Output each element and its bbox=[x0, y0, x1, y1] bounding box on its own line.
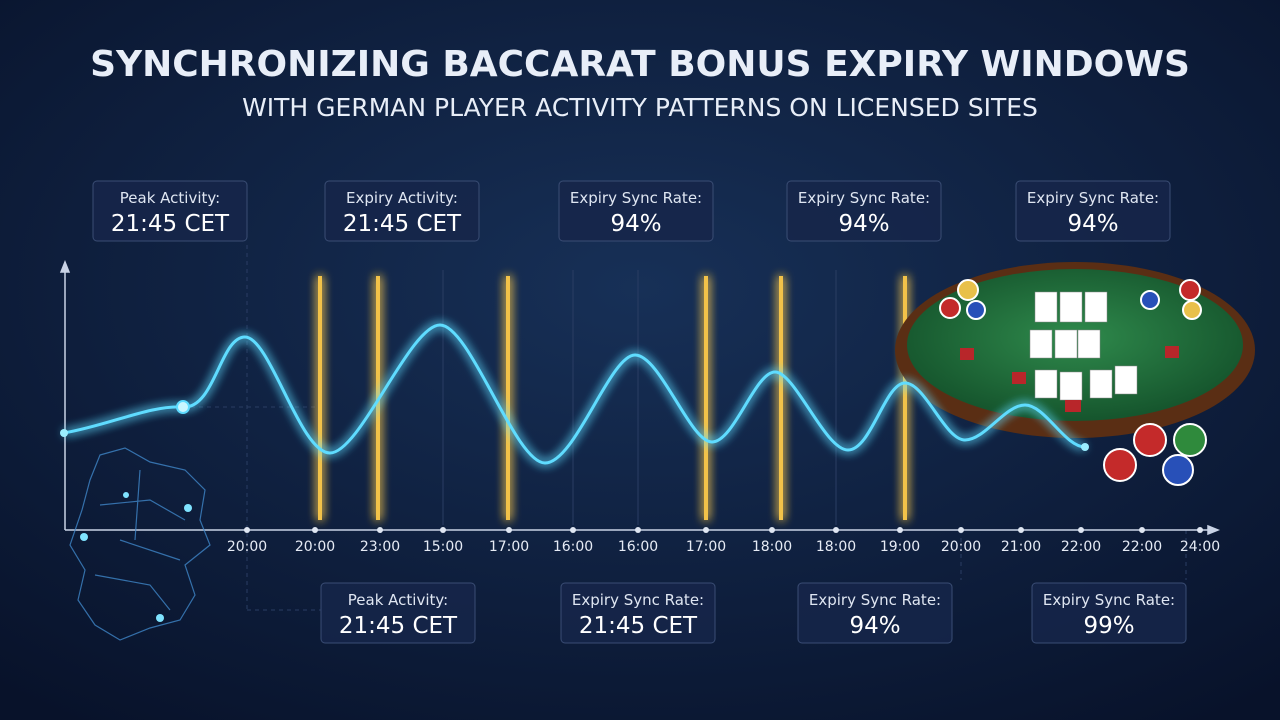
callout-value: 94% bbox=[610, 211, 661, 237]
callout-value: 94% bbox=[838, 211, 889, 237]
tick-dot bbox=[1018, 527, 1024, 533]
map-dots bbox=[80, 492, 192, 622]
callout-box bbox=[786, 180, 942, 242]
tick-dot bbox=[769, 527, 775, 533]
x-tick-label: 16:00 bbox=[618, 539, 658, 555]
tick-dot bbox=[377, 527, 383, 533]
x-tick-label: 23:00 bbox=[360, 539, 400, 555]
callout-box bbox=[797, 582, 953, 644]
callout-label: Expiry Sync Rate: bbox=[809, 591, 941, 609]
callout-box bbox=[560, 582, 716, 644]
callout-value: 94% bbox=[849, 613, 900, 639]
germany-map bbox=[69, 447, 211, 641]
callout-label: Peak Activity: bbox=[348, 591, 448, 609]
callout-value: 21:45 CET bbox=[111, 211, 230, 237]
callout-value: 21:45 CET bbox=[339, 613, 458, 639]
callout-box bbox=[320, 582, 476, 644]
x-tick-label: 17:00 bbox=[489, 539, 529, 555]
tick-dot bbox=[703, 527, 709, 533]
x-tick-label: 18:00 bbox=[816, 539, 856, 555]
x-tick-label: 16:00 bbox=[553, 539, 593, 555]
x-tick-label: 21:00 bbox=[1001, 539, 1041, 555]
callout-box bbox=[92, 180, 248, 242]
tick-dot bbox=[506, 527, 512, 533]
wave-point bbox=[176, 400, 190, 414]
callout-value: 94% bbox=[1067, 211, 1118, 237]
callouts: Peak Activity: 21:45 CET Expiry Activity: 2… bbox=[92, 180, 1187, 644]
title: SYNCHRONIZING BACCARAT BONUS EXPIRY WIND… bbox=[90, 44, 1190, 85]
activity-wave bbox=[63, 323, 1086, 465]
wave-point bbox=[1081, 443, 1089, 451]
callout-box bbox=[324, 180, 480, 242]
x-tick-label: 19:00 bbox=[880, 539, 920, 555]
tick-dot bbox=[1197, 527, 1203, 533]
x-tick-label: 20:00 bbox=[227, 539, 267, 555]
callout-label: Expiry Sync Rate: bbox=[1027, 189, 1159, 207]
callout-value: 21:45 CET bbox=[579, 613, 698, 639]
baccarat-table bbox=[895, 262, 1255, 486]
tick-dot bbox=[833, 527, 839, 533]
callout-box bbox=[1031, 582, 1187, 644]
subtitle: WITH GERMAN PLAYER ACTIVITY PATTERNS ON … bbox=[242, 93, 1038, 122]
callout-label: Expiry Sync Rate: bbox=[572, 591, 704, 609]
x-tick-label: 20:00 bbox=[941, 539, 981, 555]
tick-dot bbox=[244, 527, 250, 533]
x-tick-label: 20:00 bbox=[295, 539, 335, 555]
callout-box bbox=[1015, 180, 1171, 242]
grid bbox=[183, 245, 1187, 611]
x-tick-label: 18:00 bbox=[752, 539, 792, 555]
callout-box bbox=[558, 180, 714, 242]
wave-point bbox=[60, 429, 68, 437]
callout-label: Peak Activity: bbox=[120, 189, 220, 207]
tick-dot bbox=[897, 527, 903, 533]
tick-dot bbox=[958, 527, 964, 533]
x-tick-label: 15:00 bbox=[423, 539, 463, 555]
callout-label: Expiry Sync Rate: bbox=[570, 189, 702, 207]
callout-value: 99% bbox=[1083, 613, 1134, 639]
x-tick-label: 22:00 bbox=[1122, 539, 1162, 555]
time-axis: 20:00 20:00 23:00 15:00 17:00 16:00 16:00 17:00… bbox=[227, 527, 1220, 555]
callout-label: Expiry Activity: bbox=[346, 189, 458, 207]
callout-label: Expiry Sync Rate: bbox=[798, 189, 930, 207]
tick-dot bbox=[312, 527, 318, 533]
tick-dot bbox=[440, 527, 446, 533]
tick-dot bbox=[1078, 527, 1084, 533]
x-tick-label: 24:00 bbox=[1180, 539, 1220, 555]
callout-value: 21:45 CET bbox=[343, 211, 462, 237]
tick-dot bbox=[570, 527, 576, 533]
tick-dot bbox=[635, 527, 641, 533]
x-tick-label: 17:00 bbox=[686, 539, 726, 555]
tick-dot bbox=[1139, 527, 1145, 533]
callout-label: Expiry Sync Rate: bbox=[1043, 591, 1175, 609]
x-tick-label: 22:00 bbox=[1061, 539, 1101, 555]
